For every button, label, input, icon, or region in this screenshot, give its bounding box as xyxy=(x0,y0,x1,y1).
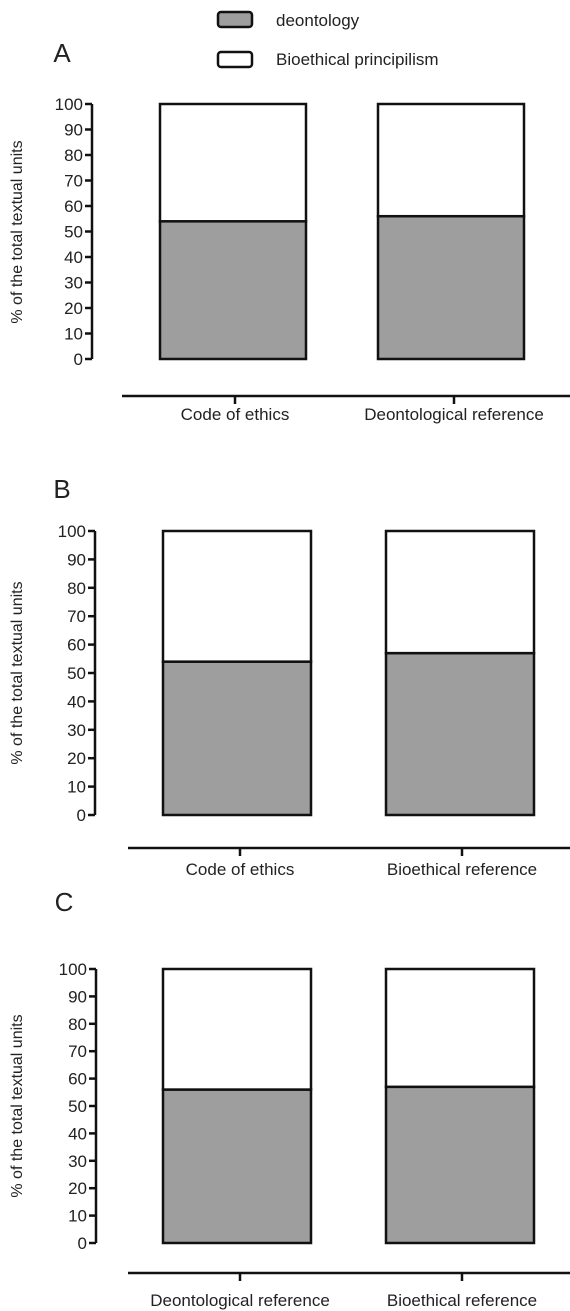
y-tick-label: 10 xyxy=(67,778,86,797)
y-tick-label: 50 xyxy=(68,1097,87,1116)
y-tick-label: 30 xyxy=(64,274,83,293)
panel-c: C 0 10 20 30 40 50 60 70 80 90 100 % of the total te… xyxy=(9,887,570,1310)
legend-item: deontology xyxy=(216,10,360,30)
x-category-label: Deontological reference xyxy=(150,1291,330,1310)
y-tick-label: 40 xyxy=(64,248,83,267)
y-tick-label: 10 xyxy=(64,325,83,344)
y-tick-label: 30 xyxy=(67,721,86,740)
y-tick-label: 0 xyxy=(74,350,83,369)
y-tick-label: 100 xyxy=(58,522,86,541)
y-tick-label: 0 xyxy=(78,1234,87,1253)
y-tick-label: 80 xyxy=(67,579,86,598)
y-tick-label: 50 xyxy=(67,664,86,683)
y-tick-label: 70 xyxy=(68,1042,87,1061)
y-tick-label: 90 xyxy=(68,987,87,1006)
y-tick-label: 60 xyxy=(64,197,83,216)
y-tick-label: 80 xyxy=(68,1015,87,1034)
y-tick-label: 100 xyxy=(55,95,83,114)
legend-swatch xyxy=(216,50,254,69)
bar-principilism xyxy=(384,529,536,655)
y-axis-title: % of the total textual units xyxy=(9,1014,26,1197)
y-tick-label: 30 xyxy=(68,1152,87,1171)
bar-deontology xyxy=(158,220,308,361)
y-tick-label: 20 xyxy=(67,749,86,768)
x-category-label: Code of ethics xyxy=(181,405,290,424)
bar-deontology xyxy=(161,1088,313,1245)
bar-deontology xyxy=(384,1085,536,1245)
bar-principilism xyxy=(158,102,308,223)
bar-deontology xyxy=(384,651,536,817)
panel-letter: B xyxy=(53,474,70,504)
x-category-label: Code of ethics xyxy=(186,860,295,879)
y-tick-label: 40 xyxy=(68,1124,87,1143)
bar-principilism xyxy=(161,967,313,1091)
x-category-label: Deontological reference xyxy=(364,405,544,424)
bar-principilism xyxy=(376,102,526,218)
y-axis-title: % of the total textual units xyxy=(9,581,26,764)
y-tick-label: 60 xyxy=(68,1070,87,1089)
y-tick-label: 40 xyxy=(67,692,86,711)
bar-principilism xyxy=(161,529,313,663)
y-tick-label: 70 xyxy=(67,607,86,626)
y-tick-label: 50 xyxy=(64,223,83,242)
legend-label: deontology xyxy=(276,11,360,30)
bar-deontology xyxy=(161,660,313,817)
y-tick-label: 20 xyxy=(68,1179,87,1198)
y-tick-label: 0 xyxy=(77,806,86,825)
panel-b: B 0 10 20 30 40 50 60 70 80 90 100 % of the total te… xyxy=(9,474,570,879)
y-tick-label: 80 xyxy=(64,146,83,165)
x-category-label: Bioethical reference xyxy=(387,1291,537,1310)
y-tick-label: 100 xyxy=(59,960,87,979)
y-tick-label: 70 xyxy=(64,172,83,191)
y-tick-label: 10 xyxy=(68,1207,87,1226)
y-tick-label: 90 xyxy=(64,121,83,140)
legend-swatch xyxy=(216,10,254,29)
x-category-label: Bioethical reference xyxy=(387,860,537,879)
bar-deontology xyxy=(376,214,526,361)
legend-label: Bioethical principilism xyxy=(276,50,439,69)
y-tick-label: 90 xyxy=(67,550,86,569)
panel-a: A 0 10 20 30 40 50 60 70 80 90 100 % of the total te… xyxy=(9,38,570,424)
legend-item: Bioethical principilism xyxy=(216,50,439,69)
panel-letter: A xyxy=(53,38,71,68)
bar-principilism xyxy=(384,967,536,1089)
y-tick-label: 60 xyxy=(67,636,86,655)
panel-letter: C xyxy=(55,887,74,917)
y-tick-label: 20 xyxy=(64,299,83,318)
y-axis-title: % of the total textual units xyxy=(9,140,26,323)
